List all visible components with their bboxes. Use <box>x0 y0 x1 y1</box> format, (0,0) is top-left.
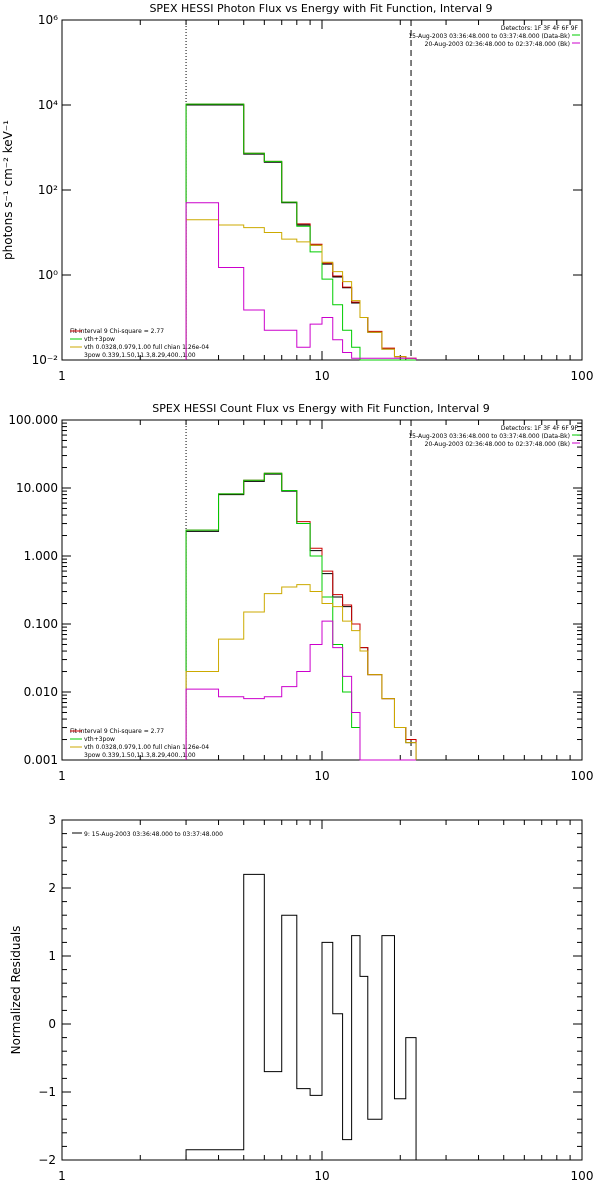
x-tick-label: 1 <box>58 769 66 783</box>
y-tick-label: 10⁻² <box>32 353 59 367</box>
histogram-series-2 <box>185 103 417 361</box>
y-tick-label: 10⁴ <box>38 98 58 112</box>
count-legend-fit-interval: Fit Interval 9 Chi-square = 2.77 <box>70 728 164 735</box>
count-legend-bk: 20-Aug-2003 02:36:48.000 to 02:37:48.000… <box>425 441 570 448</box>
y-tick-label: 100.000 <box>8 413 58 427</box>
x-tick-label: 100 <box>571 1169 594 1183</box>
count-legend-vth3pow: vth+3pow <box>84 736 115 743</box>
count-flux-title: SPEX HESSI Count Flux vs Energy with Fit… <box>152 402 489 415</box>
y-tick-label: 0 <box>48 1017 56 1031</box>
histogram-series-4 <box>185 620 417 761</box>
residuals-legend-interval: 9: 15-Aug-2003 03:36:48.000 to 03:37:48.… <box>84 831 223 838</box>
y-tick-label: 10.000 <box>16 481 58 495</box>
count-legend-detectors: Detectors: 1F 3F 4F 6F 9F <box>501 425 579 432</box>
x-tick-label: 1 <box>58 1169 66 1183</box>
photon-flux-title: SPEX HESSI Photon Flux vs Energy with Fi… <box>149 2 492 15</box>
x-tick-label: 100 <box>571 369 594 383</box>
y-tick-label: 3 <box>48 813 56 827</box>
photon-legend-data-bk: 15-Aug-2003 03:36:48.000 to 03:37:48.000… <box>408 33 570 40</box>
x-tick-label: 10 <box>314 369 329 383</box>
y-tick-label: 2 <box>48 881 56 895</box>
photon-flux-ylabel: photons s⁻¹ cm⁻² keV⁻¹ <box>1 120 15 260</box>
count-legend-vth: vth 0.0328,0.979,1.00 full chian 1.26e-0… <box>84 744 209 751</box>
histogram-series-3 <box>185 584 417 760</box>
histogram-series-4 <box>185 202 417 360</box>
x-tick-label: 100 <box>571 769 594 783</box>
x-tick-label: 1 <box>58 369 66 383</box>
residuals-ylabel: Normalized Residuals <box>9 926 23 1055</box>
photon-flux-panel: SPEX HESSI Photon Flux vs Energy with Fi… <box>1 2 593 383</box>
y-tick-label: −2 <box>38 1153 56 1167</box>
photon-legend-vth3pow: vth+3pow <box>84 336 115 343</box>
histogram-series-3 <box>185 219 417 360</box>
y-tick-label: 0.001 <box>24 753 58 767</box>
count-flux-panel: SPEX HESSI Count Flux vs Energy with Fit… <box>8 402 593 783</box>
count-legend-data-bk: 15-Aug-2003 03:36:48.000 to 03:37:48.000… <box>408 433 570 440</box>
y-tick-label: 10⁰ <box>38 268 58 282</box>
photon-legend-vth: vth 0.0328,0.979,1.00 full chian 1.26e-0… <box>84 344 209 351</box>
y-tick-label: 0.010 <box>24 685 58 699</box>
y-tick-label: −1 <box>38 1085 56 1099</box>
x-tick-label: 10 <box>314 1169 329 1183</box>
photon-legend-bk: 20-Aug-2003 02:36:48.000 to 02:37:48.000… <box>425 41 570 48</box>
y-tick-label: 10² <box>38 183 58 197</box>
residuals-panel: Normalized Residuals 9: 15-Aug-2003 03:3… <box>9 813 593 1183</box>
histogram-series-0 <box>185 873 417 1160</box>
photon-legend-fit-interval: Fit Interval 9 Chi-square = 2.77 <box>70 328 164 335</box>
y-tick-label: 1.000 <box>24 549 58 563</box>
x-tick-label: 10 <box>314 769 329 783</box>
y-tick-label: 10⁶ <box>38 13 58 27</box>
y-tick-label: 1 <box>48 949 56 963</box>
y-tick-label: 0.100 <box>24 617 58 631</box>
photon-legend-detectors: Detectors: 1F 3F 4F 6F 9F <box>501 25 579 32</box>
